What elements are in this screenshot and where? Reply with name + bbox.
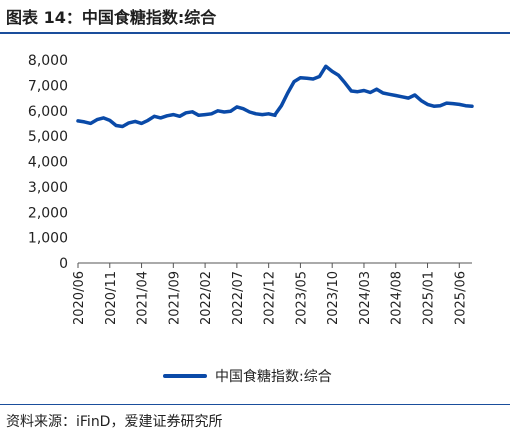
y-tick-label: 8,000 [28, 53, 68, 69]
legend-label: 中国食糖指数:综合 [215, 369, 332, 385]
x-tick-label: 2023/05 [294, 271, 309, 325]
legend-swatch [163, 374, 207, 378]
source-note: 资料来源：iFinD，爱建证券研究所 [6, 414, 223, 430]
y-tick-label: 3,000 [28, 180, 68, 196]
title-underline [0, 32, 510, 34]
x-tick-label: 2024/08 [390, 271, 405, 325]
y-tick-label: 0 [59, 256, 68, 272]
x-axis: 2020/06 2020/11 2021/04 2021/09 2022/02 2022/… [72, 262, 472, 325]
y-tick-label: 2,000 [28, 205, 68, 221]
x-tick-label: 2024/03 [358, 271, 373, 325]
x-tick-label: 2025/01 [422, 271, 437, 325]
x-tick-label: 2020/11 [104, 271, 119, 325]
x-tick-label: 2022/02 [199, 271, 214, 325]
source-divider [0, 404, 510, 405]
x-tick-label: 2023/10 [326, 271, 341, 325]
series-line [76, 64, 474, 129]
figure-title: 图表 14：中国食糖指数:综合 [6, 8, 217, 27]
y-tick-label: 7,000 [28, 78, 68, 94]
y-tick-label: 1,000 [28, 231, 68, 247]
x-tick-label: 2021/09 [167, 271, 182, 325]
legend: 中国食糖指数:综合 [163, 366, 332, 386]
x-tick-label: 2022/12 [263, 271, 278, 325]
y-tick-label: 6,000 [28, 104, 68, 120]
x-tick-label: 2022/07 [231, 271, 246, 325]
x-tick-label: 2025/06 [453, 271, 468, 325]
x-tick-label: 2020/06 [72, 271, 87, 325]
y-tick-label: 4,000 [28, 155, 68, 171]
x-tick-label: 2021/04 [136, 271, 151, 325]
series-layer [76, 64, 474, 129]
y-tick-label: 5,000 [28, 129, 68, 145]
y-axis: 0 1,000 2,000 3,000 4,000 5,000 6,000 7,000 8,00… [28, 53, 68, 272]
